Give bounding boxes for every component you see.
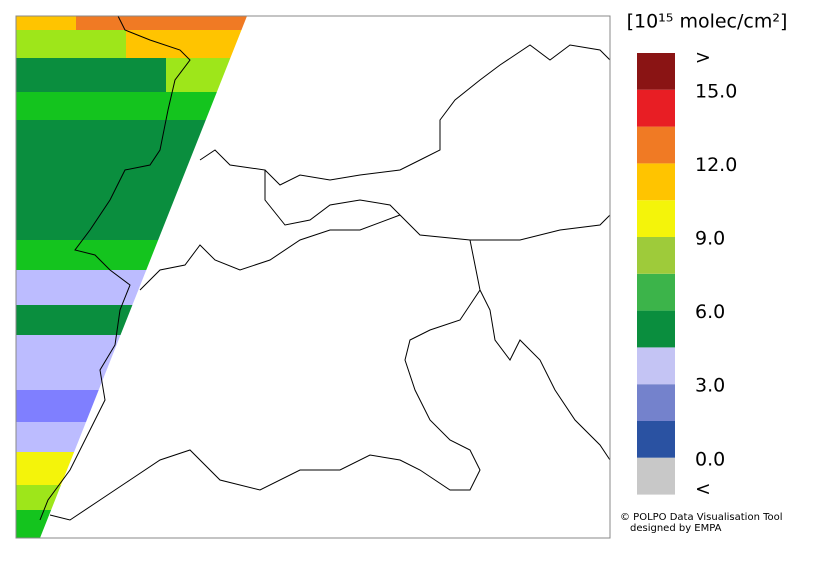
legend-under-box <box>637 457 675 495</box>
legend-title: [10¹⁵ molec/cm²] <box>627 11 788 33</box>
legend-tick-label: 12.0 <box>695 154 737 176</box>
legend-box <box>637 347 675 385</box>
legend-tick-label: 3.0 <box>695 375 725 397</box>
legend-box <box>637 89 675 127</box>
legend-box <box>637 310 675 348</box>
legend-tick-label: 9.0 <box>695 228 725 250</box>
legend-box <box>637 421 675 458</box>
legend-tick-label: 15.0 <box>695 80 737 102</box>
legend-box <box>637 163 675 201</box>
legend-under-label: < <box>695 478 711 500</box>
map-outlines <box>39 15 611 521</box>
legend: > <0.0 3.0 6.0 9.0 12.0 15.0 <box>637 47 737 500</box>
legend-over-label: > <box>695 47 711 69</box>
footer-line: © POLPO Data Visualisation Tool <box>620 512 783 523</box>
legend-box <box>637 237 675 274</box>
legend-tick-label: 0.0 <box>695 448 725 470</box>
legend-over-box <box>637 53 675 90</box>
satellite-swath <box>16 16 247 538</box>
legend-tick-label: 6.0 <box>695 301 725 323</box>
legend-box <box>637 126 675 164</box>
footer-line: designed by EMPA <box>630 523 722 534</box>
legend-box <box>637 200 675 237</box>
map-frame <box>15 15 611 539</box>
legend-box <box>637 273 675 311</box>
legend-box <box>637 384 675 421</box>
